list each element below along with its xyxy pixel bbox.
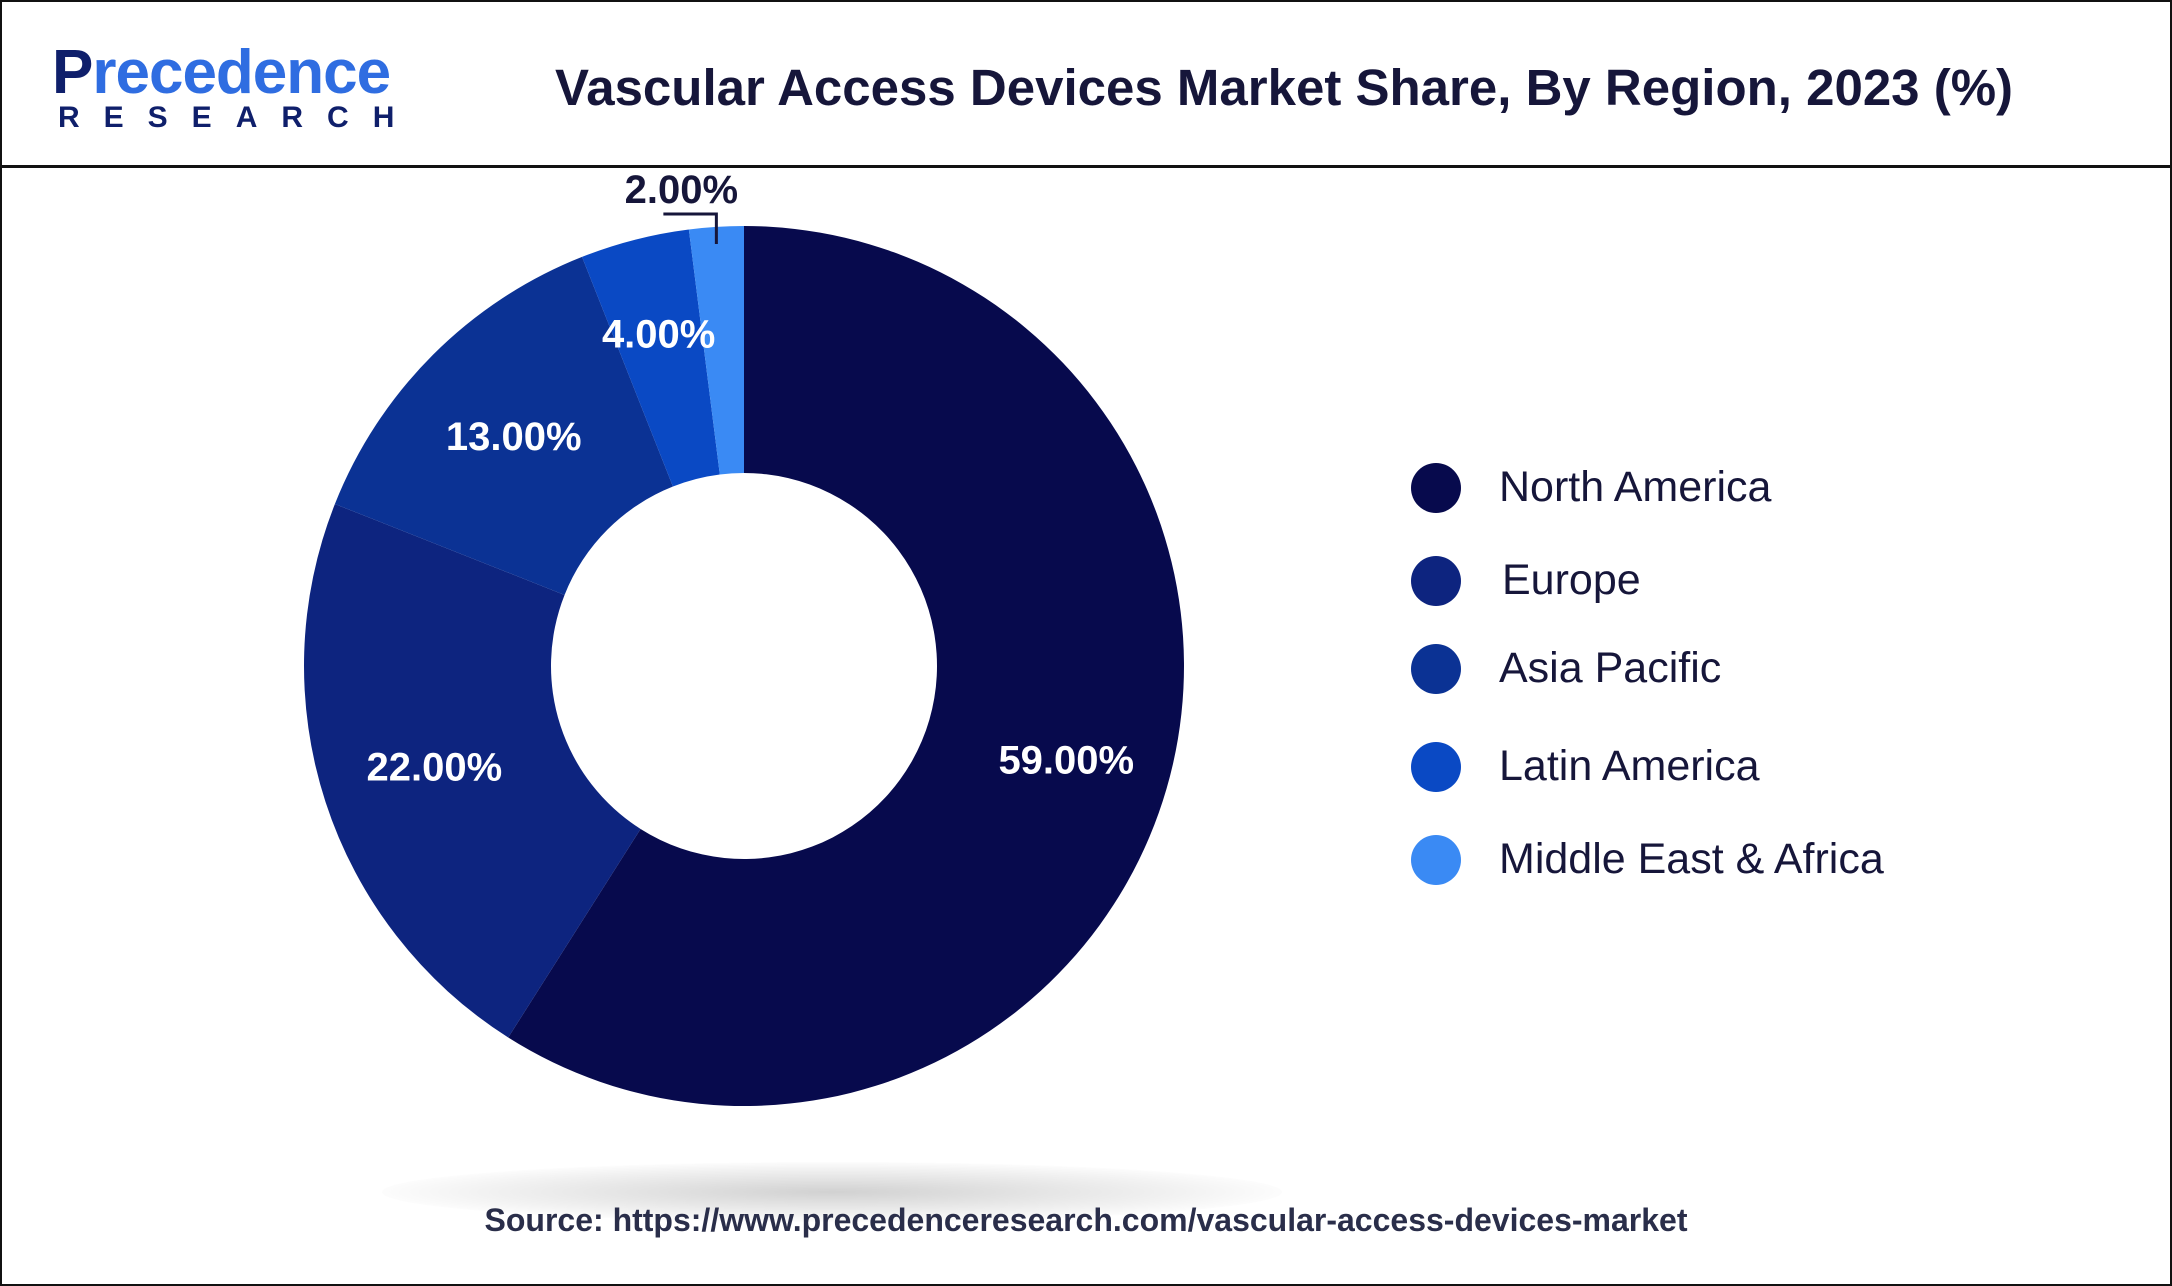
- slice-latin-america: [582, 229, 720, 487]
- legend-item-middle-east-africa: Middle East & Africa: [1407, 829, 2047, 889]
- legend-swatch-north-america: [1411, 463, 1461, 513]
- legend-label-latin-america: Latin America: [1499, 742, 1760, 790]
- legend-label-middle-east-africa: Middle East & Africa: [1499, 835, 1884, 883]
- legend-item-asia-pacific: Asia Pacific: [1407, 638, 2047, 698]
- slice-middle-east-africa: [688, 226, 744, 475]
- data-label-asia-pacific: 13.00%: [446, 415, 582, 459]
- header-bar: Precedence RESEARCH Vascular Access Devi…: [2, 2, 2170, 168]
- data-label-europe: 22.00%: [367, 746, 503, 790]
- legend-swatch-asia-pacific: [1411, 644, 1461, 694]
- data-label-middle-east-africa: 2.00%: [625, 168, 738, 212]
- logo: Precedence RESEARCH: [52, 38, 394, 138]
- donut-slices: [304, 226, 1184, 1106]
- slice-north-america: [508, 226, 1184, 1106]
- legend-label-asia-pacific: Asia Pacific: [1499, 644, 1722, 692]
- legend-item-europe: Europe: [1407, 550, 2047, 610]
- data-label-latin-america: 4.00%: [602, 313, 715, 357]
- legend-swatch-europe: [1411, 556, 1461, 606]
- legend-label-north-america: North America: [1499, 463, 1772, 511]
- legend-swatch-latin-america: [1411, 742, 1461, 792]
- legend-item-north-america: North America: [1407, 457, 2047, 517]
- legend-item-latin-america: Latin America: [1407, 736, 2047, 796]
- logo-wordmark: Precedence: [52, 38, 391, 108]
- footer-shadow: [382, 1162, 1282, 1222]
- data-label-north-america: 59.00%: [998, 739, 1134, 783]
- logo-subtitle: RESEARCH: [58, 101, 419, 134]
- slice-europe: [304, 504, 641, 1038]
- chart-title: Vascular Access Devices Market Share, By…: [555, 59, 2014, 116]
- slice-asia-pacific: [334, 256, 673, 595]
- logo-initial: P: [52, 38, 93, 107]
- data-label-leader: [663, 212, 718, 244]
- logo-wordmark-rest: recedence: [92, 38, 391, 107]
- donut-data-labels: 59.00% 22.00% 13.00% 4.00% 2.00%: [367, 168, 1135, 790]
- legend-label-europe: Europe: [1502, 556, 1641, 604]
- source-text: Source: https://www.precedenceresearch.c…: [484, 1202, 1688, 1238]
- legend-swatch-middle-east-africa: [1411, 835, 1461, 885]
